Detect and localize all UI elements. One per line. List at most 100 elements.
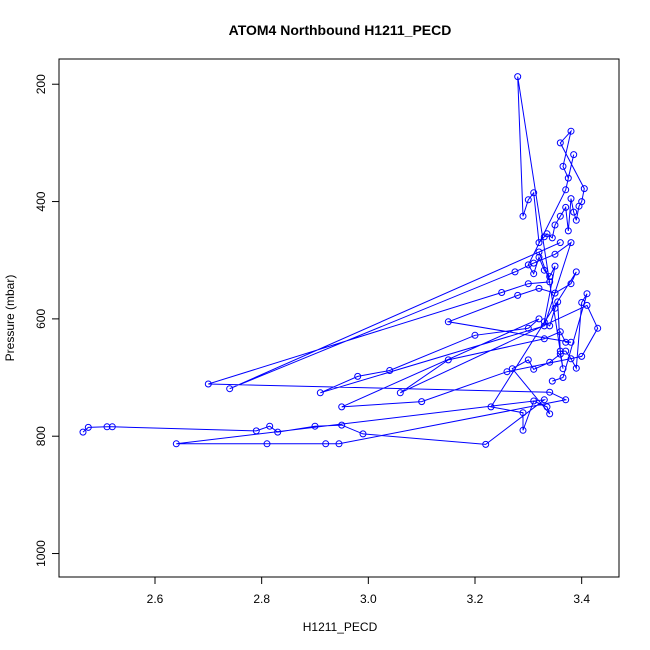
data-point	[530, 397, 538, 405]
data-point	[204, 380, 212, 388]
data-point	[482, 440, 490, 448]
data-point	[359, 430, 367, 438]
data-point	[514, 291, 522, 299]
data-point	[79, 428, 87, 436]
x-axis-label: H1211_PECD	[303, 620, 378, 634]
data-point	[578, 299, 586, 306]
data-point	[226, 385, 234, 393]
data-point	[418, 398, 426, 406]
data-point	[540, 322, 548, 330]
data-point	[572, 216, 580, 224]
data-point	[546, 358, 554, 366]
data-point	[503, 368, 511, 376]
data-point	[572, 364, 580, 372]
data-point	[444, 356, 452, 364]
data-point	[535, 315, 543, 323]
data-point	[540, 396, 548, 404]
data-point	[386, 367, 394, 374]
data-point	[562, 396, 570, 404]
data-point	[263, 440, 271, 448]
data-point	[570, 151, 578, 159]
data-point	[554, 298, 562, 306]
data-point	[551, 289, 559, 297]
data-point	[540, 266, 548, 274]
data-point	[519, 409, 527, 417]
data-point	[564, 174, 572, 182]
series-line	[82, 76, 599, 445]
data-point	[252, 427, 260, 435]
data-point	[578, 352, 586, 360]
data-point	[562, 203, 570, 211]
data-point	[530, 270, 538, 278]
data-point	[562, 186, 570, 194]
data-point	[84, 423, 92, 431]
data-point	[551, 221, 559, 229]
data-point	[524, 261, 532, 269]
x-tick-label: 3.0	[360, 592, 377, 606]
data-point	[530, 365, 538, 373]
data-point	[546, 410, 554, 418]
x-tick-label: 2.8	[253, 592, 270, 606]
data-point	[556, 328, 564, 336]
data-point	[567, 195, 575, 203]
data-point	[535, 284, 543, 292]
data-point	[172, 440, 180, 448]
data-point	[556, 239, 564, 247]
x-tick-label: 3.2	[467, 592, 484, 606]
y-tick-label: 800	[34, 426, 48, 446]
data-point	[487, 403, 495, 411]
data-point	[524, 324, 532, 332]
data-point	[572, 268, 580, 276]
data-point	[556, 139, 564, 147]
data-point	[556, 347, 564, 355]
data-point	[567, 355, 575, 363]
data-point	[567, 338, 575, 346]
data-point	[471, 331, 479, 339]
data-point	[514, 73, 522, 81]
data-point	[354, 372, 362, 380]
data-point	[567, 280, 575, 288]
data-point	[524, 356, 532, 364]
data-point	[551, 262, 559, 270]
data-point	[594, 324, 602, 332]
data-point	[540, 335, 548, 343]
data-point	[535, 239, 543, 247]
data-point	[274, 428, 282, 436]
y-tick-label: 200	[34, 74, 48, 94]
data-point	[322, 440, 330, 448]
data-point	[578, 198, 586, 206]
data-point	[546, 278, 554, 286]
data-point	[551, 250, 559, 258]
y-axis: 200 400 600 800 1000	[34, 74, 59, 567]
data-point	[519, 426, 527, 434]
data-point	[498, 289, 506, 296]
data-point	[556, 212, 564, 220]
y-axis-label: Pressure (mbar)	[3, 275, 17, 362]
data-point	[335, 440, 343, 448]
y-tick-label: 600	[34, 309, 48, 329]
data-point	[519, 212, 527, 220]
data-point	[444, 318, 452, 326]
data-point	[338, 421, 346, 429]
data-point	[103, 423, 111, 431]
data-point	[524, 196, 532, 204]
data-point	[530, 189, 538, 197]
data-point	[570, 208, 578, 216]
data-point	[543, 230, 551, 238]
data-point	[311, 422, 319, 430]
data-point	[548, 234, 556, 242]
data-point	[396, 389, 404, 397]
data-point	[535, 253, 543, 261]
data-point	[562, 338, 570, 346]
plot-frame	[58, 58, 620, 578]
y-tick-label: 400	[34, 191, 48, 211]
data-point	[338, 403, 346, 411]
data-point	[556, 350, 564, 358]
data-point	[546, 273, 554, 281]
data-point	[508, 365, 516, 373]
data-point	[548, 377, 556, 385]
x-tick-label: 2.6	[147, 592, 164, 606]
data-point	[580, 185, 588, 193]
